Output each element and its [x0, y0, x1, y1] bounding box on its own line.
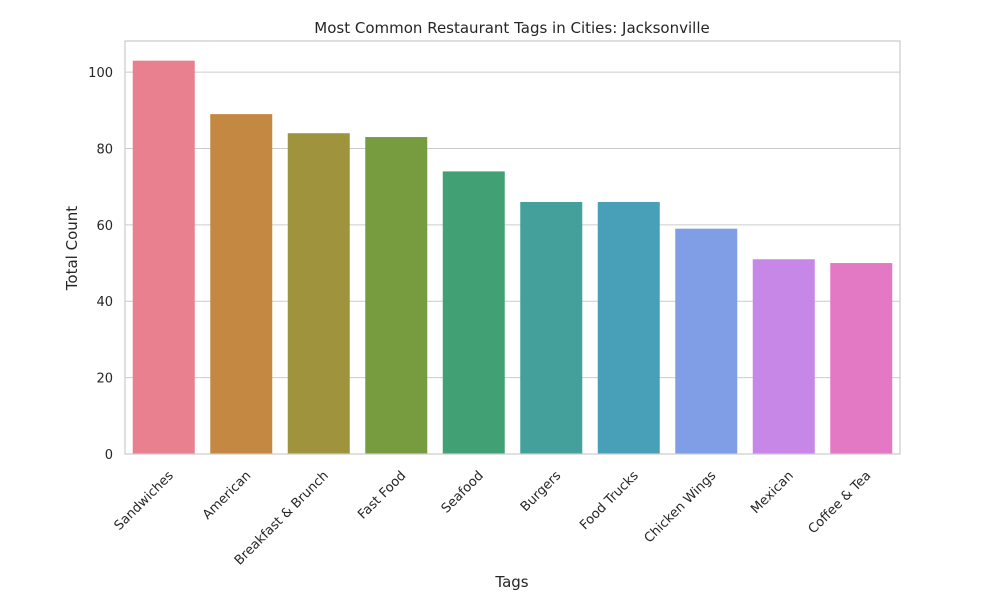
bar-seafood: [442, 171, 505, 454]
bar-fast-food: [365, 137, 428, 455]
y-tick-label: 60: [96, 219, 113, 234]
bar-breakfast-brunch: [287, 133, 350, 454]
x-tick-label: Mexican: [748, 468, 797, 517]
bar-food-trucks: [597, 201, 660, 454]
x-tick-label: Burgers: [518, 468, 565, 515]
x-tick-label: Coffee & Tea: [806, 468, 875, 537]
bar-chicken-wings: [675, 228, 738, 454]
bar-sandwiches: [132, 60, 195, 455]
bar-coffee-tea: [830, 263, 893, 454]
y-axis-label: Total Count: [63, 206, 81, 291]
y-tick-label: 0: [105, 448, 113, 463]
y-tick-label: 40: [96, 295, 113, 310]
x-tick-label: Sandwiches: [112, 468, 177, 533]
y-tick-label: 20: [96, 372, 113, 387]
y-tick-label: 80: [96, 142, 113, 157]
x-tick-label: American: [200, 468, 254, 522]
x-tick-label: Seafood: [439, 468, 487, 516]
plot-frame: [124, 40, 901, 455]
y-axis-ticks: 0 20 40 60 80 100: [88, 66, 113, 463]
x-tick-label: Food Trucks: [577, 468, 642, 533]
x-tick-label: Fast Food: [355, 468, 409, 522]
bar-american: [210, 114, 273, 454]
bar-mexican: [752, 259, 815, 454]
bars: [132, 60, 893, 455]
x-axis-label: Tags: [494, 573, 528, 591]
chart-title: Most Common Restaurant Tags in Cities: J…: [314, 19, 709, 37]
y-tick-label: 100: [88, 66, 113, 81]
bar-burgers: [520, 201, 583, 454]
x-tick-label: Chicken Wings: [642, 468, 720, 546]
